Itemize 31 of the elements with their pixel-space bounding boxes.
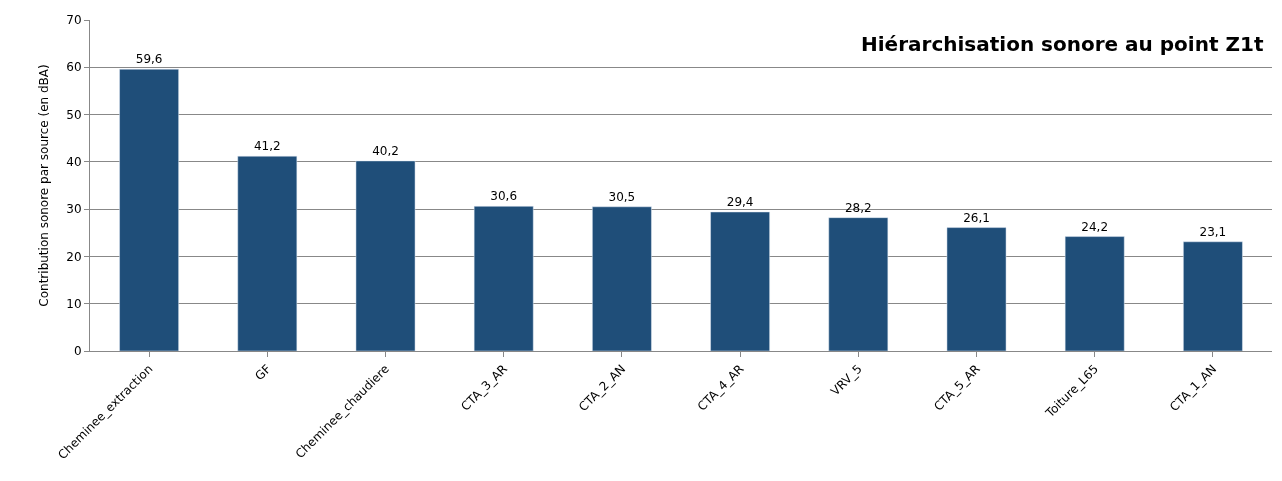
bar — [710, 211, 770, 351]
bar — [1064, 236, 1125, 351]
data-label: 24,2 — [1081, 219, 1109, 234]
bar — [355, 160, 416, 351]
data-label: 59,6 — [135, 52, 163, 67]
bar — [946, 227, 1007, 351]
y-tick-label: 50 — [66, 107, 82, 122]
data-label: 23,1 — [1199, 224, 1227, 239]
y-tick-label: 20 — [66, 249, 82, 264]
y-axis-title: Contribution sonore par source (en dBA) — [36, 64, 51, 307]
data-label: 29,4 — [726, 194, 754, 209]
bar — [828, 217, 889, 351]
y-tick-label: 40 — [66, 155, 82, 170]
bar — [592, 206, 652, 351]
data-label: 40,2 — [372, 143, 399, 158]
data-label: 30,5 — [608, 189, 636, 204]
data-label: 30,6 — [490, 189, 518, 204]
bar — [237, 155, 298, 351]
y-tick-label: 0 — [73, 344, 82, 359]
text: Hiérarchisation sonore au point Z1t — [861, 32, 1264, 56]
x-tick-label: GF — [252, 361, 274, 384]
y-tick-label: 10 — [66, 296, 82, 311]
bar — [1183, 241, 1243, 351]
bar — [119, 68, 179, 351]
data-label: 41,2 — [253, 139, 281, 154]
data-label: 26,1 — [963, 210, 990, 225]
y-tick-label: 60 — [66, 60, 82, 75]
data-label: 28,2 — [844, 200, 872, 215]
y-tick-label: 70 — [66, 13, 82, 28]
bar — [473, 206, 534, 351]
y-tick-label: 30 — [66, 202, 82, 217]
